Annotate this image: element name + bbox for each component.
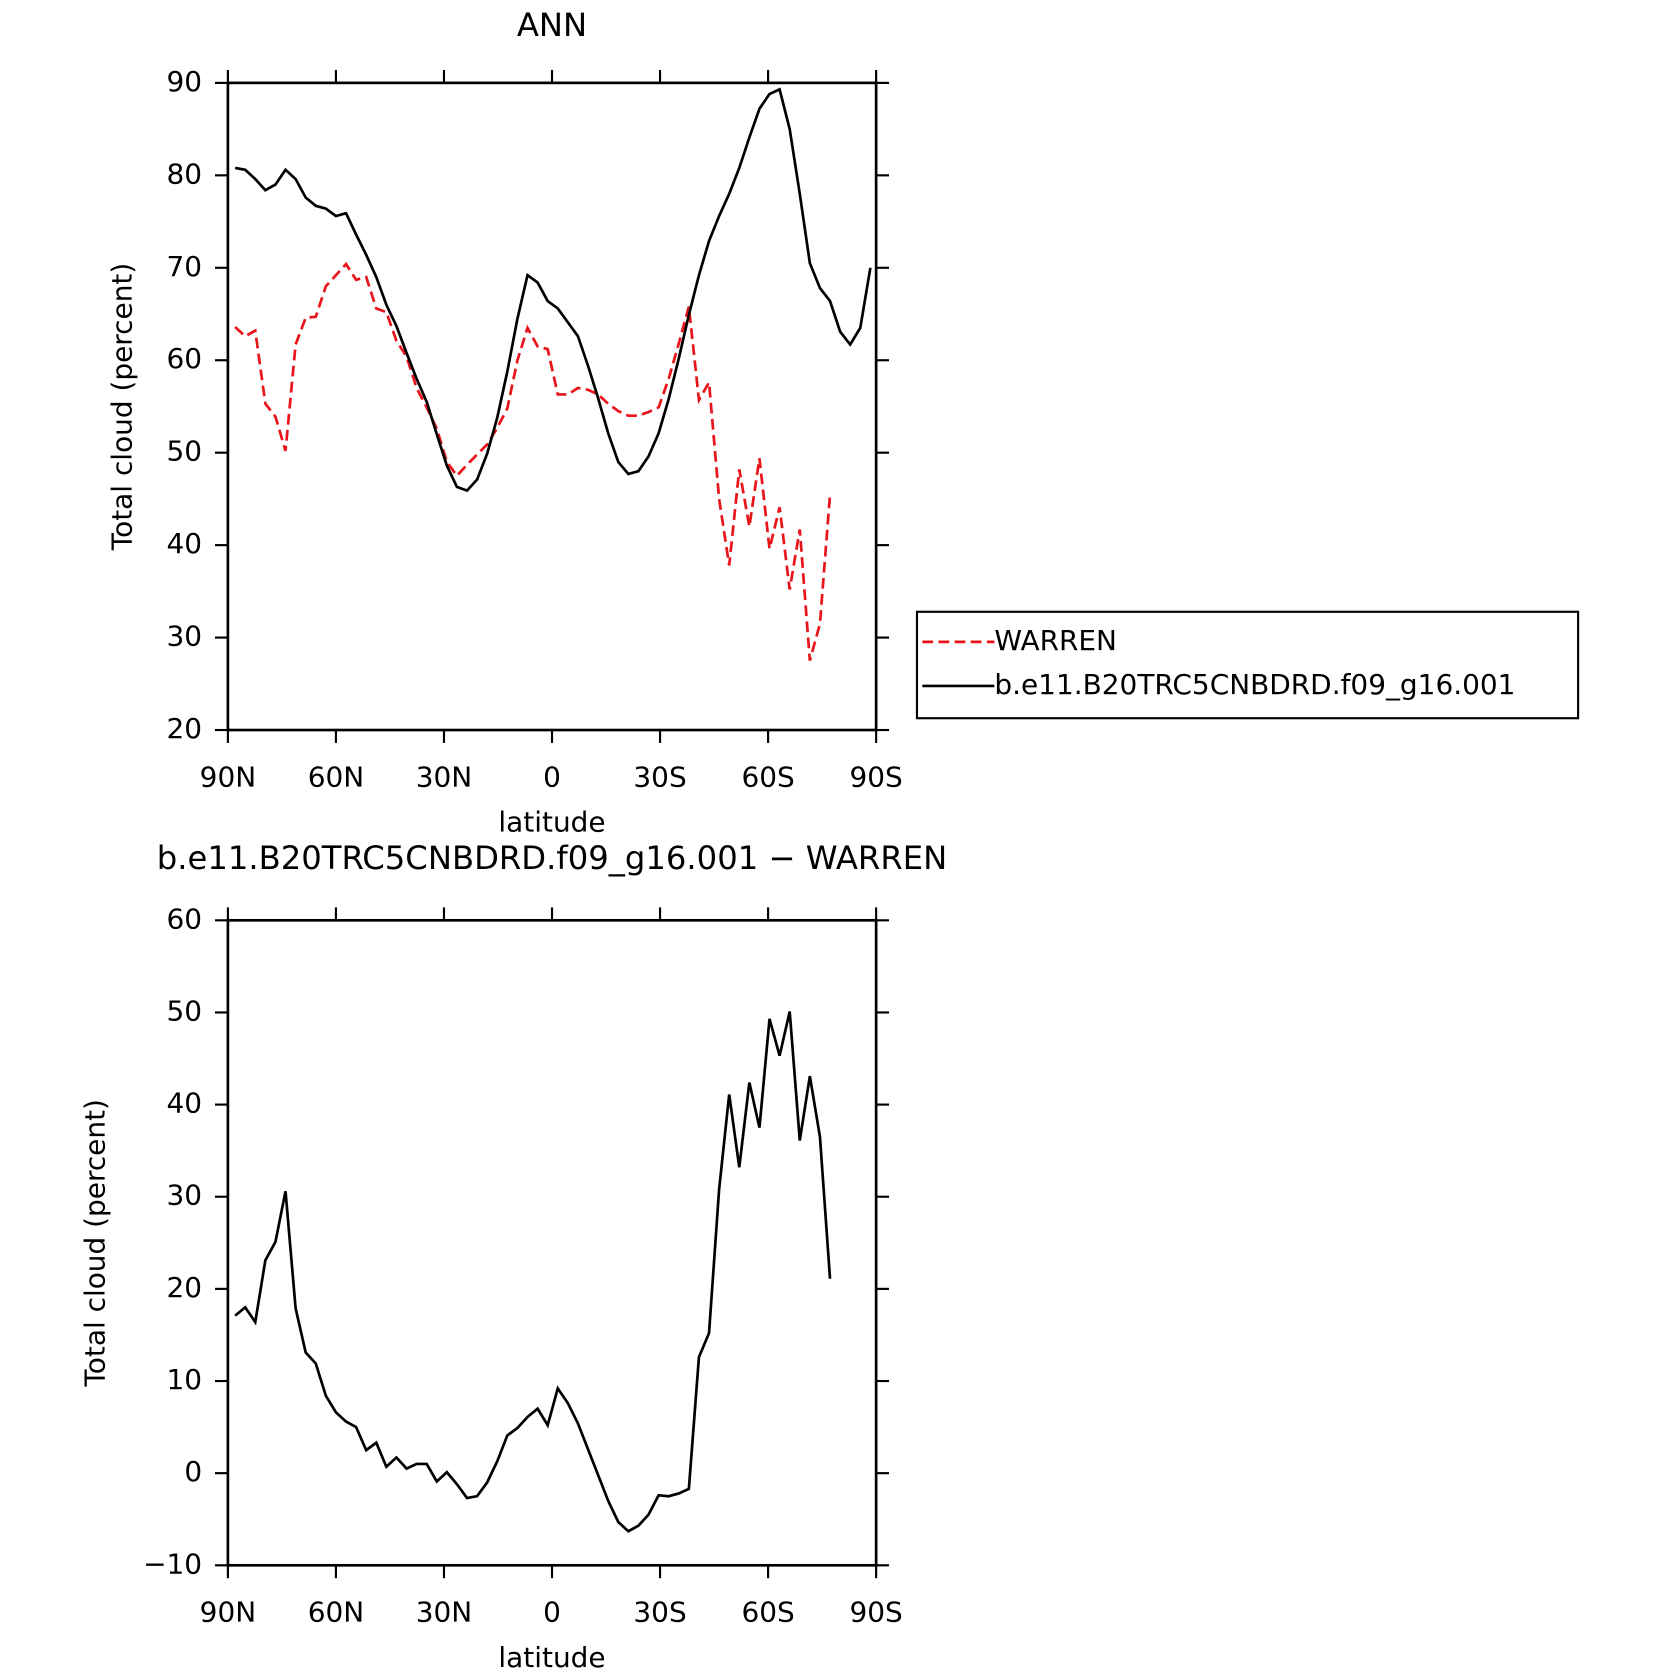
y-tick-label: 30	[167, 1179, 203, 1212]
x-tick-label: 60S	[741, 1596, 794, 1629]
y-tick-label: 50	[167, 435, 203, 468]
y-tick-label: 90	[167, 65, 203, 98]
x-tick-label: 60N	[308, 760, 364, 793]
y-axis-label: Total cloud (percent)	[106, 263, 139, 551]
y-tick-label: 0	[184, 1455, 202, 1488]
x-tick-label: 90N	[200, 760, 256, 793]
chart-title: ANN	[517, 6, 587, 44]
plot-frame	[226, 918, 878, 1567]
legend-label: b.e11.B20TRC5CNBDRD.f09_g16.001	[994, 668, 1515, 701]
y-tick-label: −10	[143, 1547, 202, 1580]
x-tick-label: 30N	[416, 1596, 472, 1629]
legend-box	[915, 610, 1580, 720]
x-axis-label: latitude	[498, 806, 605, 839]
y-tick-label: 70	[167, 250, 203, 283]
y-axis-label: Total cloud (percent)	[79, 1099, 112, 1387]
y-tick-label: 80	[167, 157, 203, 190]
y-tick-label: 60	[167, 902, 203, 935]
x-tick-label: 30S	[633, 760, 686, 793]
legend-label: WARREN	[994, 624, 1117, 657]
data-line	[234, 87, 872, 493]
chart-title: b.e11.B20TRC5CNBDRD.f09_g16.001 − WARREN	[157, 839, 948, 877]
y-tick-label: 60	[167, 342, 203, 375]
y-tick-label: 40	[167, 1087, 203, 1120]
x-tick-label: 60N	[308, 1596, 364, 1629]
x-tick-label: 0	[543, 1596, 561, 1629]
data-line	[234, 1011, 832, 1533]
x-tick-label: 90N	[200, 1596, 256, 1629]
data-line	[234, 261, 832, 662]
x-tick-label: 0	[543, 760, 561, 793]
y-tick-label: 30	[167, 620, 203, 653]
x-tick-label: 90S	[849, 760, 902, 793]
y-tick-label: 20	[167, 1271, 203, 1304]
y-tick-label: 50	[167, 994, 203, 1027]
x-axis-label: latitude	[498, 1641, 605, 1674]
x-tick-label: 60S	[741, 760, 794, 793]
y-tick-label: 20	[167, 712, 203, 745]
plot-frame	[226, 81, 878, 732]
x-tick-label: 90S	[849, 1596, 902, 1629]
x-tick-label: 30S	[633, 1596, 686, 1629]
y-tick-label: 10	[167, 1363, 203, 1396]
x-tick-label: 30N	[416, 760, 472, 793]
y-tick-label: 40	[167, 527, 203, 560]
